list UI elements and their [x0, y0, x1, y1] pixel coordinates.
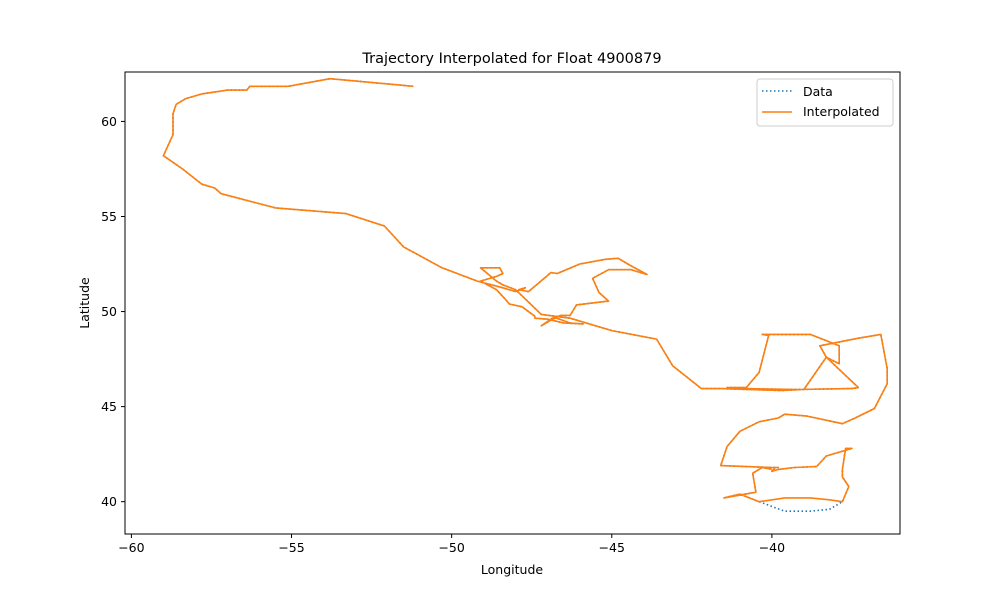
legend-label-data: Data: [803, 84, 833, 99]
x-tick-label: −60: [118, 540, 144, 555]
legend: Data Interpolated: [756, 78, 894, 127]
y-tick-label: 55: [101, 209, 117, 224]
y-tick-label: 45: [101, 399, 117, 414]
x-axis-label: Longitude: [481, 562, 543, 577]
plot-area: [124, 71, 901, 535]
series-layer: [162, 77, 889, 513]
y-tick-label: 60: [101, 114, 117, 129]
y-tick-label: 40: [101, 494, 117, 509]
y-axis: 40 45 50 55 60: [101, 114, 125, 509]
x-tick-label: −55: [278, 540, 304, 555]
x-tick-label: −50: [438, 540, 464, 555]
y-axis-label: Latitude: [77, 277, 92, 329]
series-line-interpolated: [162, 77, 889, 503]
x-tick-label: −40: [759, 540, 785, 555]
x-axis: −60 −55 −50 −45 −40: [118, 534, 785, 555]
legend-label-interpolated: Interpolated: [803, 104, 880, 119]
chart-title: Trajectory Interpolated for Float 490087…: [361, 51, 661, 67]
y-tick-label: 50: [101, 304, 117, 319]
x-tick-label: −45: [599, 540, 625, 555]
axes-frame: [124, 71, 901, 535]
